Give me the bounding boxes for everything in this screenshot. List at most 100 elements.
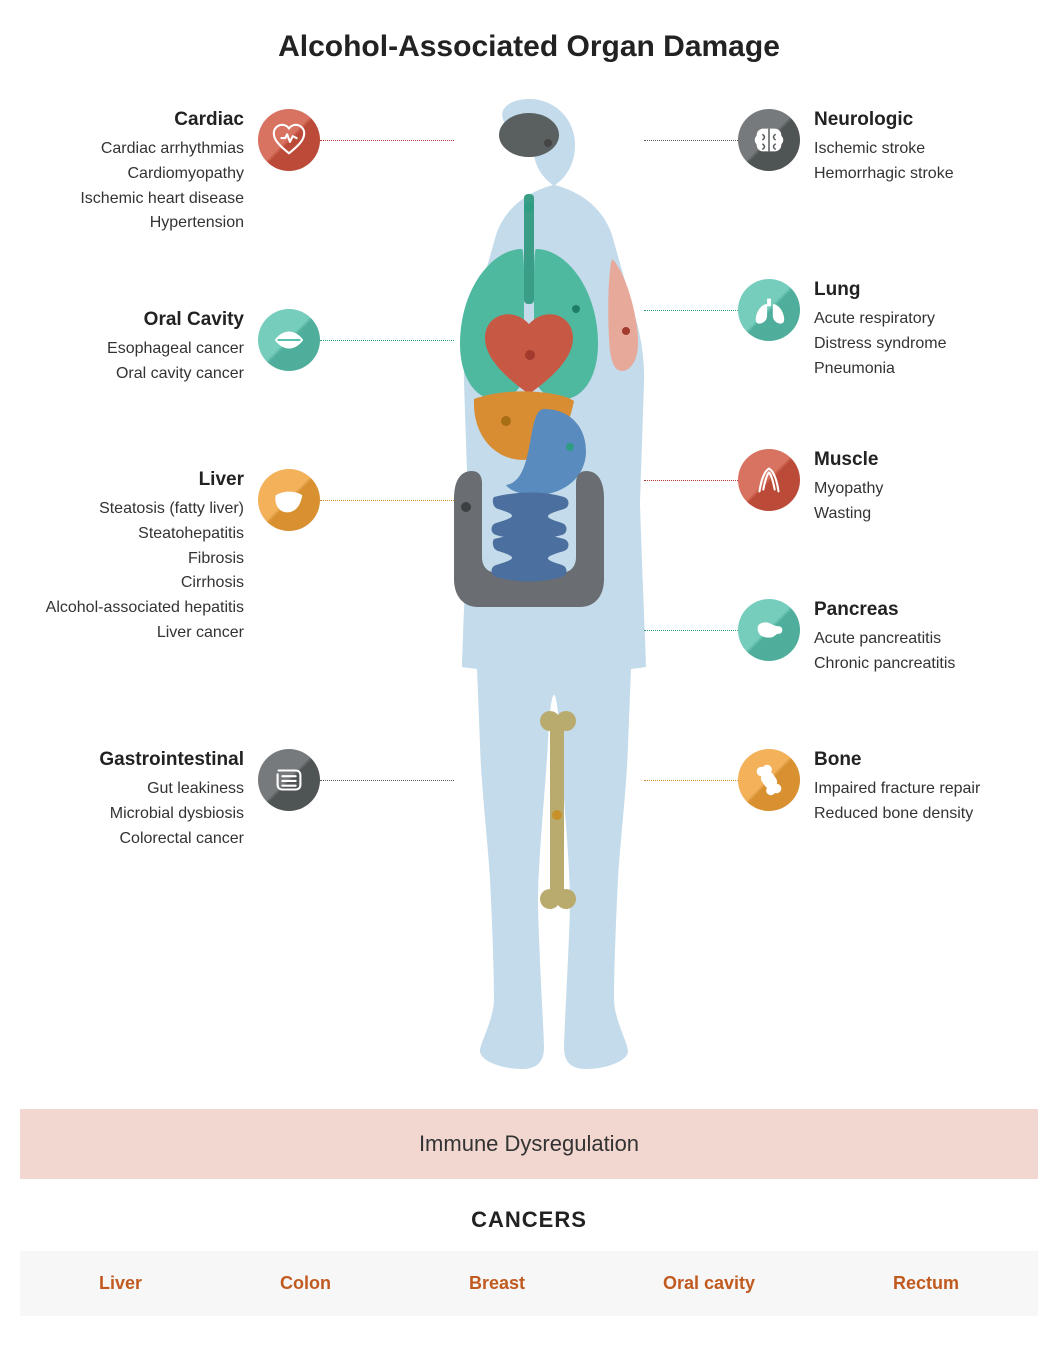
organ-list-gi: Gut leakinessMicrobial dysbiosisColorect… — [20, 777, 244, 851]
organ-block-pancreas: Pancreas Acute pancreatitisChronic pancre… — [738, 599, 1038, 677]
dot-head — [544, 139, 552, 147]
organ-item: Chronic pancreatitis — [814, 652, 1038, 677]
organ-item: Fibrosis — [20, 547, 244, 572]
organ-block-cardiac: Cardiac Cardiac arrhythmiasCardiomyopathy… — [20, 109, 320, 236]
organ-item: Distress syndrome — [814, 332, 1038, 357]
organ-item: Myopathy — [814, 477, 1038, 502]
brain-shape — [499, 113, 559, 157]
organ-title-oral: Oral Cavity — [20, 309, 244, 331]
connector-bone — [644, 780, 738, 781]
connector-cardiac — [320, 140, 454, 141]
cancer-item: Rectum — [893, 1273, 959, 1294]
organ-title-cardiac: Cardiac — [20, 109, 244, 131]
organ-text-gi: Gastrointestinal Gut leakinessMicrobial d… — [20, 749, 244, 851]
organ-title-pancreas: Pancreas — [814, 599, 1038, 621]
organ-list-liver: Steatosis (fatty liver)SteatohepatitisFi… — [20, 497, 244, 646]
organ-text-lung: Lung Acute respiratoryDistress syndromePn… — [814, 279, 1038, 381]
organ-text-oral: Oral Cavity Esophageal cancerOral cavity … — [20, 309, 244, 387]
organ-text-muscle: Muscle MyopathyWasting — [814, 449, 1038, 527]
bone-icon — [738, 749, 800, 811]
organ-list-oral: Esophageal cancerOral cavity cancer — [20, 337, 244, 387]
organ-block-lung: Lung Acute respiratoryDistress syndromePn… — [738, 279, 1038, 381]
organ-item: Cardiomyopathy — [20, 162, 244, 187]
organ-item: Wasting — [814, 502, 1038, 527]
organ-block-liver: Liver Steatosis (fatty liver)Steatohepati… — [20, 469, 320, 646]
connector-neuro — [644, 140, 738, 141]
organ-text-neuro: Neurologic Ischemic strokeHemorrhagic str… — [814, 109, 1038, 187]
organ-item: Alcohol-associated hepatitis — [20, 596, 244, 621]
organ-list-bone: Impaired fracture repairReduced bone den… — [814, 777, 1038, 827]
organ-item: Steatosis (fatty liver) — [20, 497, 244, 522]
cancers-heading: CANCERS — [20, 1207, 1038, 1233]
dot-lung — [572, 305, 580, 313]
organ-item: Microbial dysbiosis — [20, 802, 244, 827]
organ-block-muscle: Muscle MyopathyWasting — [738, 449, 1038, 527]
dot-liver — [501, 416, 511, 426]
cancer-item: Colon — [280, 1273, 331, 1294]
organ-item: Acute respiratory — [814, 307, 1038, 332]
organ-text-liver: Liver Steatosis (fatty liver)Steatohepati… — [20, 469, 244, 646]
organ-item: Cirrhosis — [20, 571, 244, 596]
organ-list-muscle: MyopathyWasting — [814, 477, 1038, 527]
cancer-item: Breast — [469, 1273, 525, 1294]
cancers-row: Liver Colon Breast Oral cavity Rectum — [20, 1251, 1038, 1316]
dot-stomach — [566, 443, 574, 451]
organ-item: Reduced bone density — [814, 802, 1038, 827]
dot-throat — [524, 202, 534, 212]
lung-icon — [738, 279, 800, 341]
organ-item: Impaired fracture repair — [814, 777, 1038, 802]
organ-item: Acute pancreatitis — [814, 627, 1038, 652]
organ-item: Ischemic heart disease — [20, 187, 244, 212]
organ-block-oral: Oral Cavity Esophageal cancerOral cavity … — [20, 309, 320, 387]
cancer-item: Liver — [99, 1273, 142, 1294]
connector-lung — [644, 310, 738, 311]
organ-text-bone: Bone Impaired fracture repairReduced bone… — [814, 749, 1038, 827]
cancer-item: Oral cavity — [663, 1273, 755, 1294]
organ-title-neuro: Neurologic — [814, 109, 1038, 131]
organ-text-cardiac: Cardiac Cardiac arrhythmiasCardiomyopathy… — [20, 109, 244, 236]
organ-list-lung: Acute respiratoryDistress syndromePneumo… — [814, 307, 1038, 381]
dot-muscle — [622, 327, 630, 335]
diagram-area: Cardiac Cardiac arrhythmiasCardiomyopathy… — [20, 99, 1038, 1099]
organ-block-gi: Gastrointestinal Gut leakinessMicrobial d… — [20, 749, 320, 851]
organ-title-muscle: Muscle — [814, 449, 1038, 471]
organ-item: Steatohepatitis — [20, 522, 244, 547]
heart-icon — [258, 109, 320, 171]
organ-item: Pneumonia — [814, 357, 1038, 382]
body-figure — [344, 99, 714, 1069]
mouth-icon — [258, 309, 320, 371]
brain-icon — [738, 109, 800, 171]
organ-item: Hemorrhagic stroke — [814, 162, 1038, 187]
connector-oral — [320, 340, 454, 341]
organ-title-gi: Gastrointestinal — [20, 749, 244, 771]
organ-list-neuro: Ischemic strokeHemorrhagic stroke — [814, 137, 1038, 187]
immune-bar: Immune Dysregulation — [20, 1109, 1038, 1179]
dot-bone — [552, 810, 562, 820]
organ-list-pancreas: Acute pancreatitisChronic pancreatitis — [814, 627, 1038, 677]
organ-title-liver: Liver — [20, 469, 244, 491]
organ-block-neuro: Neurologic Ischemic strokeHemorrhagic str… — [738, 109, 1038, 187]
organ-block-bone: Bone Impaired fracture repairReduced bone… — [738, 749, 1038, 827]
organ-item: Ischemic stroke — [814, 137, 1038, 162]
organ-title-lung: Lung — [814, 279, 1038, 301]
organ-item: Esophageal cancer — [20, 337, 244, 362]
organ-item: Cardiac arrhythmias — [20, 137, 244, 162]
dot-heart — [525, 350, 535, 360]
connector-gi — [320, 780, 454, 781]
organ-title-bone: Bone — [814, 749, 1038, 771]
organ-item: Liver cancer — [20, 621, 244, 646]
organ-item: Oral cavity cancer — [20, 362, 244, 387]
intestine-icon — [258, 749, 320, 811]
connector-liver — [320, 500, 454, 501]
organ-item: Gut leakiness — [20, 777, 244, 802]
muscle-icon — [738, 449, 800, 511]
organ-item: Hypertension — [20, 211, 244, 236]
dot-gi — [461, 502, 471, 512]
liver-icon — [258, 469, 320, 531]
organ-text-pancreas: Pancreas Acute pancreatitisChronic pancre… — [814, 599, 1038, 677]
organ-list-cardiac: Cardiac arrhythmiasCardiomyopathyIschemi… — [20, 137, 244, 236]
organ-item: Colorectal cancer — [20, 827, 244, 852]
page-title: Alcohol-Associated Organ Damage — [20, 30, 1038, 64]
pancreas-icon — [738, 599, 800, 661]
connector-pancreas — [644, 630, 738, 631]
